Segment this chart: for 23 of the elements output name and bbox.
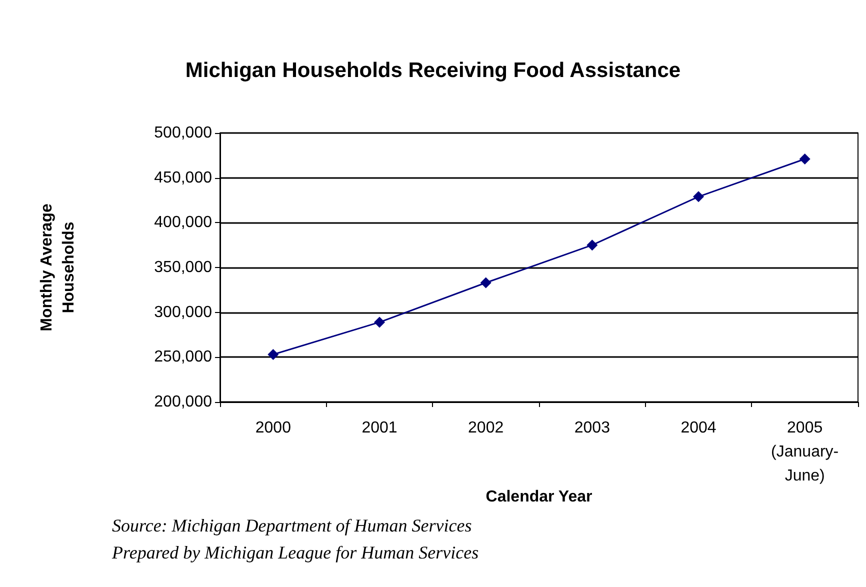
y-tick-label: 450,000 — [154, 169, 212, 186]
x-tick-label: 2004 — [680, 420, 716, 436]
point — [374, 316, 385, 328]
y-tick-label: 400,000 — [154, 214, 212, 232]
y-tick-label: 350,000 — [154, 259, 212, 276]
y-tick-label: 300,000 — [154, 304, 212, 321]
point — [693, 191, 704, 202]
x-tick-label: 2002 — [468, 420, 504, 436]
y-tick-label: 250,000 — [154, 348, 212, 366]
source-note: Source: Michigan Department of Human Services Prepared by Michigan League for Human Services — [111, 516, 479, 562]
x-axis-title: Calendar Year — [486, 488, 592, 506]
point — [799, 154, 810, 165]
y-tick-label: 200,000 — [154, 394, 212, 410]
x-tick-label: 2003 — [574, 420, 610, 436]
point — [480, 277, 492, 288]
chart-title: Michigan Households Receiving Food Assistance — [185, 59, 681, 82]
x-tick-label: 2000 — [255, 420, 292, 436]
point — [268, 348, 279, 360]
y-tick-label: 500,000 — [154, 124, 212, 142]
point — [586, 240, 598, 251]
x-tick-label: 2005 (January- June) — [771, 420, 839, 484]
x-tick-label: 2001 — [362, 420, 398, 436]
y-axis-title: Monthly Average Households — [38, 204, 78, 332]
